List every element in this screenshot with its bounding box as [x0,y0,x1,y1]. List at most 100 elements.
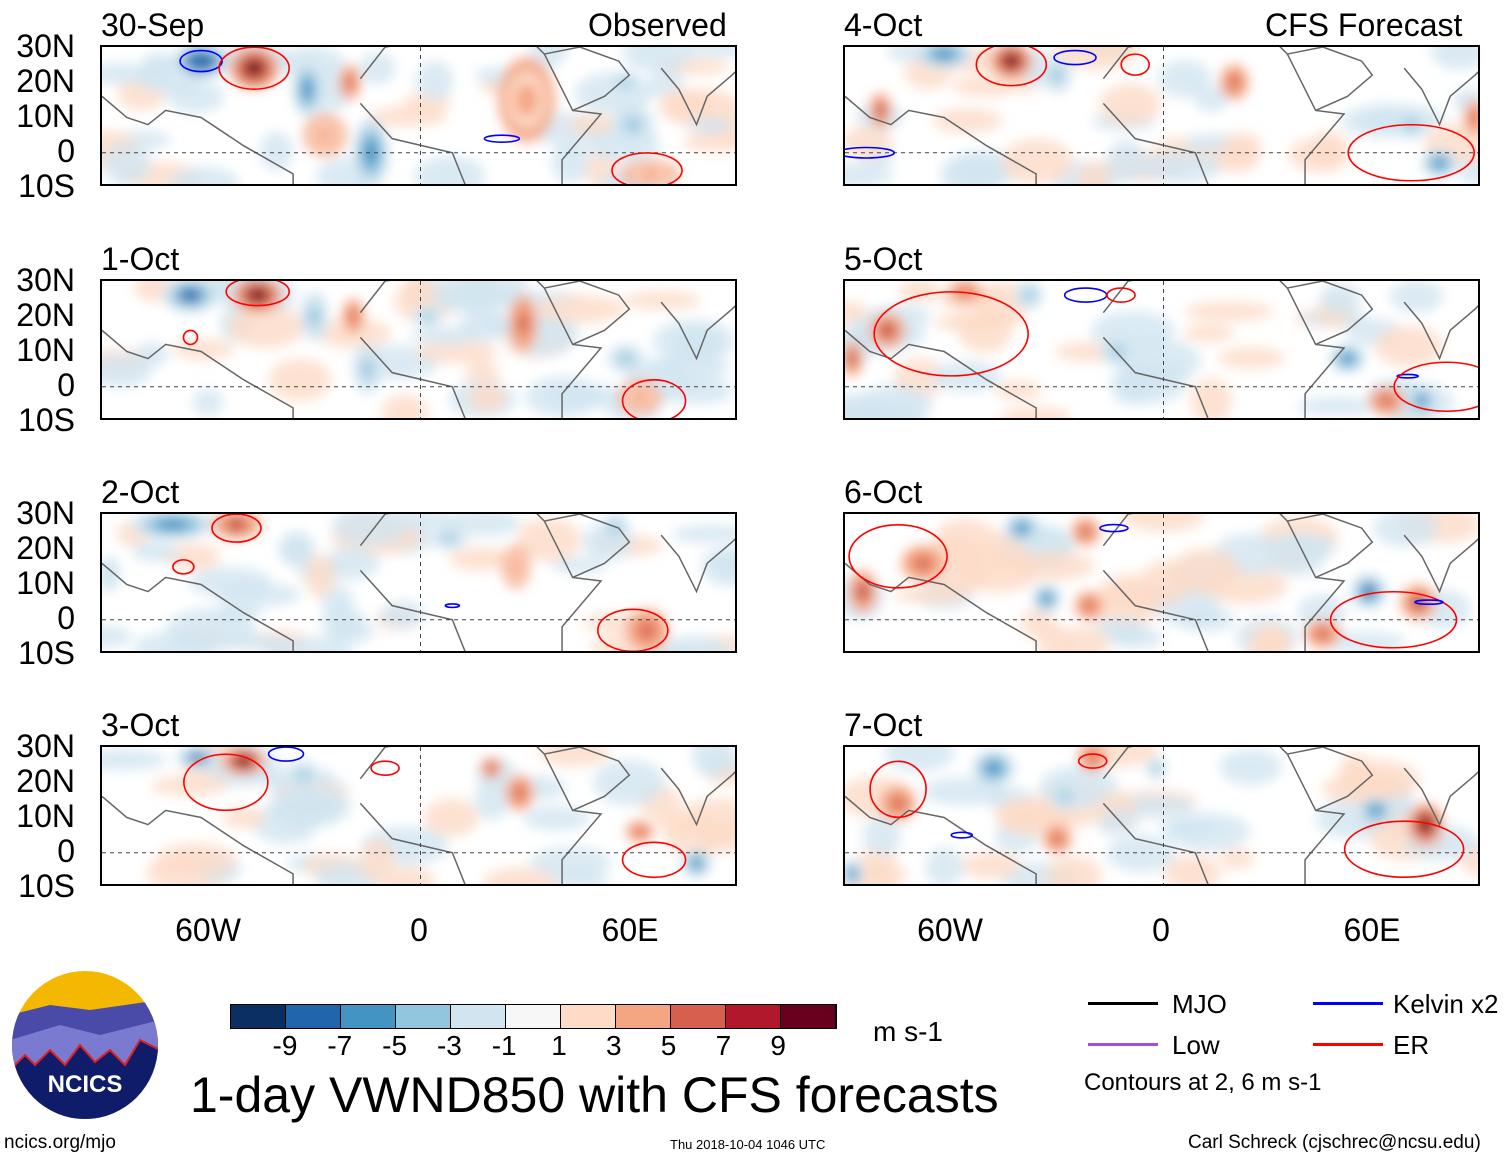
anomaly-shade [474,776,510,821]
lon-tick-left-60w: 60W [175,912,241,948]
lat-tick-label: 30N [16,28,75,64]
er-contour [172,559,195,575]
kelvin-contour [444,603,461,609]
anomaly-shade [688,116,734,135]
kelvin-contour [179,49,223,73]
anomaly-shade [1219,848,1255,869]
anomaly-blob [1411,595,1426,610]
anomaly-shade [415,339,498,364]
coastline [544,514,631,579]
anomaly-shade [1219,749,1282,786]
anomaly-shade [652,319,735,363]
anomaly-shade [701,547,735,587]
colorbar-label: -5 [382,1030,408,1061]
anomaly-shade [1164,812,1251,851]
anomaly-shade [1115,339,1201,383]
anomaly-blob [932,48,956,60]
coastline [845,95,1037,184]
coastline [359,281,603,418]
anomaly-blob [631,390,649,405]
er-contour [182,329,199,346]
coastline [1102,281,1346,418]
kelvin-contour [950,831,974,839]
colorbar-swatch [781,1005,836,1028]
coastline [1403,67,1478,127]
contour-note: Contours at 2, 6 m s-1 [1084,1069,1322,1096]
anomaly-shade [272,791,345,828]
kelvin-contour [1053,49,1097,66]
colorbar-swatch [506,1005,561,1028]
anomaly-blob [1432,157,1447,169]
er-contour [225,281,291,307]
anomaly-shade [930,361,1002,392]
anomaly-shade [150,775,230,796]
anomaly-shade [268,358,332,402]
coastline [1403,767,1478,827]
anomaly-shade [359,839,395,884]
coastline [1403,534,1478,594]
er-contour [1077,753,1108,769]
colorbar-swatch [726,1005,781,1028]
anomaly-shade [551,140,590,184]
anomaly-shade [1121,514,1205,532]
anomaly-shade [649,68,683,97]
anomaly-shade [404,281,435,308]
anomaly-shade [961,851,1021,880]
anomaly-shade [1183,323,1234,343]
lat-tick-label: 10S [18,168,75,204]
er-contour [873,291,1029,377]
kelvin-contour [845,146,896,159]
anomaly-shade [102,143,152,184]
anomaly-blob [517,312,529,335]
colorbar-label: 9 [770,1030,786,1061]
lat-tick-label: 10N [16,332,75,368]
anomaly-shade [1297,397,1377,416]
mjo-line-swatch [1088,1002,1158,1005]
anomaly-blob [244,59,264,77]
coastline [660,67,735,127]
anomaly-shade [1106,139,1146,183]
anomaly-blob [1368,804,1383,817]
anomaly-shade [691,747,735,778]
anomaly-shade [465,360,499,388]
anomaly-blob [345,75,354,90]
figure-title: 1-day VWND850 with CFS forecasts [190,1067,999,1123]
anomaly-blob [1041,593,1053,605]
anomaly-blob [316,126,334,144]
colorbar-swatch [561,1005,616,1028]
anomaly-shade [369,106,448,127]
kelvin-contour [1063,287,1108,303]
anomaly-shade [845,400,898,418]
anomaly-shade [951,75,1019,97]
coastline [1287,514,1374,579]
anomaly-shade [860,864,909,883]
anomaly-shade [845,163,895,184]
legend-kelvin: Kelvin x2 [1393,989,1499,1019]
er-contour [1106,287,1136,303]
er-contour [218,47,290,90]
panel-date-label: 5-Oct [844,241,923,277]
lat-tick-label: 0 [57,133,75,169]
footer-url[interactable]: ncics.org/mjo [4,1132,116,1153]
anomaly-shade [429,281,501,314]
anomaly-blob [880,323,895,338]
anomaly-shade [1190,378,1232,418]
footer-author: Carl Schreck (cjschrec@ncsu.edu) [1188,1132,1481,1153]
anomaly-shade [862,817,901,855]
anomaly-blob [189,54,213,69]
ncics-logo: NCICS [12,971,158,1119]
anomaly-shade [1045,856,1103,884]
anomaly-shade [1222,132,1262,157]
anomaly-shade [1311,130,1349,172]
colorbar-swatch [231,1005,286,1028]
lat-tick-label: 30N [16,728,75,764]
anomaly-blob [226,518,247,531]
anomaly-shade [1077,161,1111,184]
coastline [1102,47,1346,184]
lon-tick-right-60e: 60E [1343,912,1401,948]
er-contour [1120,53,1150,76]
anomaly-shade [102,749,168,771]
colorbar-label: -9 [272,1030,298,1061]
anomaly-blob [1340,352,1355,365]
anomaly-blob [1014,522,1029,534]
